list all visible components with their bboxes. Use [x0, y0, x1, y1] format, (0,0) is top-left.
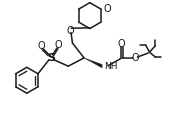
Text: O: O: [132, 53, 139, 63]
Text: O: O: [117, 39, 125, 49]
Text: O: O: [38, 41, 45, 51]
Polygon shape: [84, 58, 102, 68]
Text: NH: NH: [104, 62, 118, 71]
Text: O: O: [104, 4, 111, 14]
Text: O: O: [54, 40, 62, 50]
Text: O: O: [67, 26, 75, 36]
Text: S: S: [47, 53, 55, 63]
